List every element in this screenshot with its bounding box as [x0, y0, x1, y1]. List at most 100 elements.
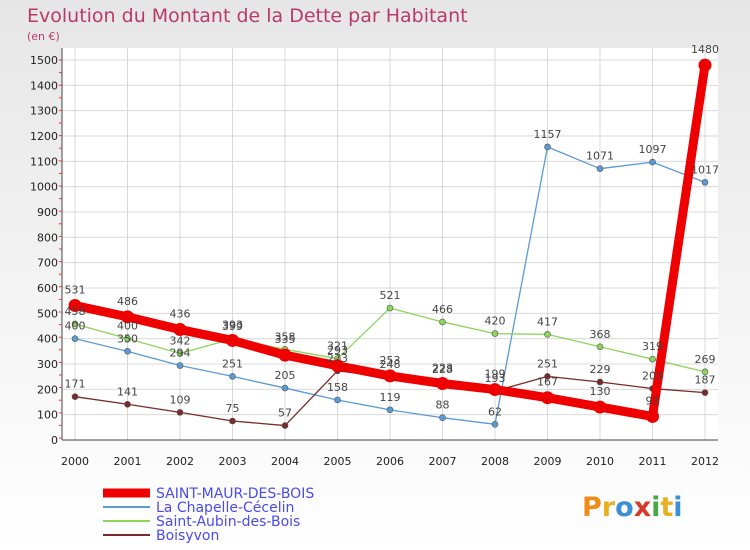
- data-label: 88: [436, 399, 450, 412]
- data-point: [701, 389, 709, 396]
- x-tick-label: 2005: [324, 455, 352, 468]
- data-label: 203: [642, 370, 663, 383]
- data-label: 393: [222, 318, 243, 331]
- x-tick-label: 2011: [639, 455, 667, 468]
- data-point: [331, 359, 344, 373]
- data-point: [281, 422, 289, 429]
- data-label: 400: [65, 320, 86, 333]
- y-tick-label: 600: [37, 282, 58, 295]
- data-label: 62: [488, 405, 502, 418]
- logo-letter: i: [673, 492, 682, 523]
- data-label: 335: [275, 333, 296, 346]
- data-point: [176, 362, 184, 369]
- data-point: [229, 373, 236, 380]
- y-tick-label: 300: [37, 358, 58, 371]
- y-tick-label: 400: [37, 333, 58, 346]
- data-point: [439, 414, 446, 422]
- data-point: [544, 331, 551, 338]
- data-point: [226, 333, 239, 347]
- data-point: [278, 348, 292, 362]
- data-point: [649, 355, 656, 363]
- data-label: 458: [65, 305, 86, 318]
- y-tick-label: 900: [37, 206, 58, 219]
- data-label: 521: [380, 289, 401, 302]
- data-label: 171: [65, 378, 86, 391]
- data-point: [71, 335, 79, 342]
- data-point: [176, 350, 184, 357]
- data-label: 1017: [691, 163, 719, 176]
- data-label: 269: [695, 353, 716, 366]
- data-point: [124, 400, 131, 408]
- chart-title: Evolution du Montant de la Dette par Hab…: [27, 5, 468, 27]
- data-point: [491, 420, 499, 428]
- data-point: [596, 165, 604, 172]
- logo-letter: t: [660, 492, 673, 523]
- y-tick-label: 1200: [30, 130, 58, 143]
- y-tick-label: 1500: [30, 54, 58, 67]
- data-label: 319: [642, 340, 663, 353]
- data-point: [281, 384, 289, 392]
- y-tick-label: 1400: [30, 79, 58, 92]
- data-point: [436, 377, 449, 391]
- data-label: 294: [170, 347, 191, 360]
- data-label: 119: [380, 391, 401, 404]
- data-label: 253: [380, 354, 401, 367]
- data-point: [593, 400, 607, 414]
- x-tick-label: 2006: [376, 455, 404, 468]
- data-label: 399: [222, 320, 243, 333]
- data-label: 321: [327, 340, 348, 353]
- data-label: 293: [327, 344, 348, 357]
- data-point: [383, 369, 397, 383]
- data-label: 75: [226, 402, 240, 415]
- x-tick-label: 2010: [586, 455, 614, 468]
- legend-label: Boisyvon: [156, 528, 219, 544]
- axes: 0 100 200 300 400 500 600 700 800 900 1000 1100 1200…: [30, 48, 719, 468]
- data-label: 193: [485, 372, 506, 385]
- x-tick-label: 2003: [219, 455, 247, 468]
- data-label: 158: [327, 381, 348, 394]
- data-point: [386, 406, 394, 414]
- data-label: 109: [170, 393, 191, 406]
- data-point: [439, 318, 446, 326]
- x-tick-label: 2008: [481, 455, 509, 468]
- data-point: [71, 393, 79, 400]
- y-tick-label: 800: [37, 231, 58, 244]
- proxiti-logo: Proxiti: [582, 492, 683, 523]
- data-label: 57: [278, 407, 292, 420]
- x-tick-label: 2002: [166, 455, 194, 468]
- unit-label: (en €): [27, 30, 60, 43]
- data-label: 342: [170, 334, 191, 347]
- data-label: 358: [275, 330, 296, 343]
- data-point: [386, 304, 394, 312]
- data-labels: 4003502942512051581198862115710711097101…: [65, 43, 720, 419]
- data-point: [176, 409, 184, 416]
- data-point: [544, 373, 551, 380]
- data-point: [71, 320, 79, 328]
- data-point: [646, 409, 659, 423]
- data-label: 248: [380, 358, 401, 371]
- data-label: 1071: [586, 150, 614, 163]
- data-point: [124, 348, 131, 355]
- data-label: 93: [646, 394, 660, 407]
- data-point: [121, 310, 134, 324]
- data-label: 205: [275, 369, 296, 382]
- logo-letter: P: [582, 492, 602, 523]
- data-label: 187: [695, 374, 716, 387]
- data-label: 436: [170, 308, 191, 321]
- data-point: [701, 179, 709, 186]
- series-lines: [68, 58, 712, 429]
- data-point: [701, 368, 709, 376]
- data-label: 400: [117, 320, 138, 333]
- data-point: [334, 396, 341, 404]
- data-point: [124, 335, 131, 342]
- data-label: 228: [432, 363, 453, 376]
- data-point: [68, 298, 82, 312]
- data-label: 368: [590, 328, 611, 341]
- data-label: 223: [432, 362, 453, 375]
- logo-letter: i: [651, 492, 660, 523]
- data-point: [698, 58, 712, 72]
- data-point: [229, 417, 236, 425]
- data-label: 141: [117, 385, 138, 398]
